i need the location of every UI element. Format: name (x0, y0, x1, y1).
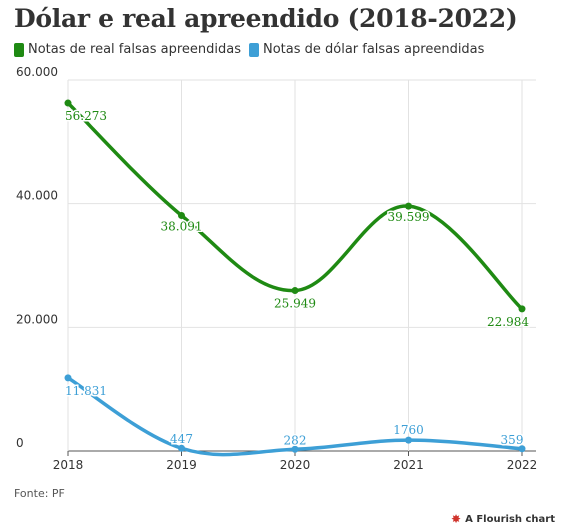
data-point (178, 211, 185, 219)
data-point (405, 202, 412, 210)
legend-label-dolar: Notas de dólar falsas apreendidas (262, 42, 485, 57)
y-tick-label: 60.000 (16, 65, 58, 79)
flourish-logo-icon: ✸ (451, 512, 462, 526)
data-point (518, 445, 526, 453)
data-label: 25.949 (274, 297, 316, 311)
y-tick-label: 20.000 (16, 312, 58, 326)
data-point (291, 287, 299, 295)
chart-legend: Notas de real falsas apreendidas Notas d… (14, 42, 492, 57)
x-tick-label: 2018 (53, 458, 84, 472)
data-point (178, 444, 185, 452)
x-tick-label: 2021 (393, 458, 424, 472)
x-tick-label: 2020 (280, 458, 311, 472)
legend-swatch-dolar (248, 42, 259, 57)
line-chart: 0 20.000 40.000 60.000 2018 2019 2020 2021 2022 5… (16, 65, 538, 472)
flourish-credit-label: A Flourish chart (465, 513, 555, 525)
data-label: 11.831 (65, 384, 107, 398)
x-tick-label: 2022 (507, 458, 538, 472)
y-tick-label: 0 (16, 436, 24, 450)
y-tick-label: 40.000 (16, 189, 58, 203)
source-note: Fonte: PF (14, 487, 65, 500)
data-point (64, 374, 72, 382)
data-label: 1760 (393, 423, 424, 437)
data-point (518, 305, 526, 313)
data-label: 39.599 (388, 210, 430, 224)
legend-label-real: Notas de real falsas apreendidas (28, 42, 241, 57)
legend-item-dolar[interactable]: Notas de dólar falsas apreendidas (248, 42, 485, 57)
data-label: 22.984 (487, 315, 529, 329)
legend-swatch-real (14, 42, 24, 57)
data-point (405, 436, 412, 444)
data-label: 282 (284, 433, 307, 447)
chart-title: Dólar e real apreendido (2018-2022) (14, 4, 518, 33)
flourish-credit[interactable]: ✸ A Flourish chart (451, 512, 555, 526)
x-tick-label: 2019 (166, 458, 197, 472)
data-label: 38.091 (161, 219, 203, 233)
legend-item-real[interactable]: Notas de real falsas apreendidas (14, 42, 241, 57)
data-label: 359 (501, 433, 524, 447)
data-point (291, 445, 299, 453)
data-label: 56.273 (65, 109, 107, 123)
data-point (64, 99, 72, 107)
data-label: 447 (170, 432, 193, 446)
